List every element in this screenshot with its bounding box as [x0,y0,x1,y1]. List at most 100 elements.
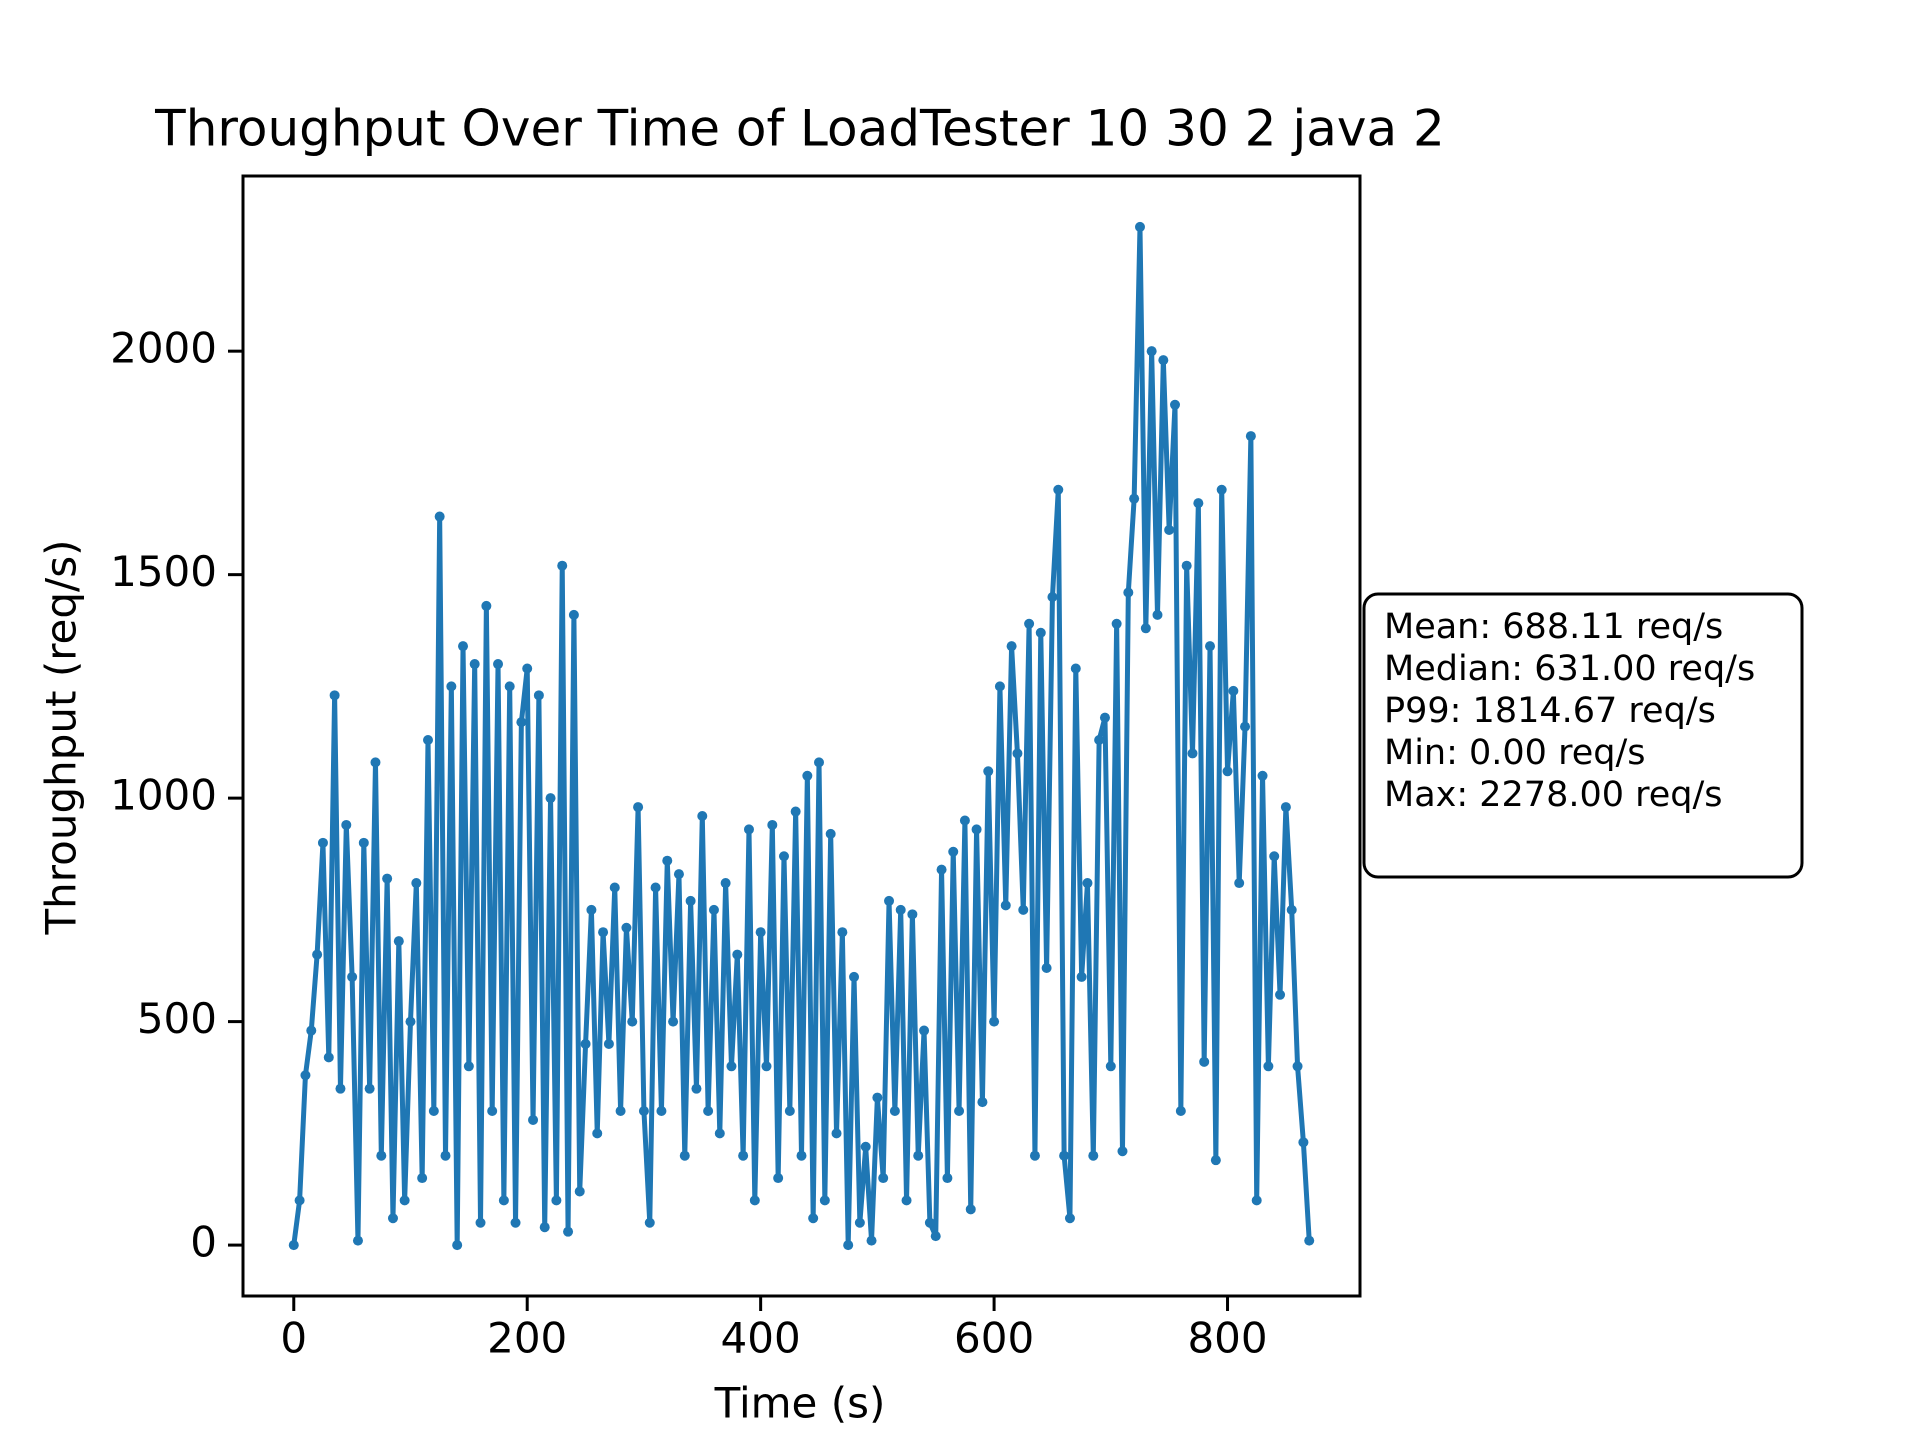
data-point [1275,989,1286,1000]
data-point [615,1106,626,1117]
data-point [1164,524,1175,535]
data-point [545,793,556,804]
data-point [1257,770,1268,781]
data-point [930,1231,941,1242]
data-point [971,824,982,835]
data-point [703,1106,714,1117]
data-point [638,1106,649,1117]
data-point [598,927,609,938]
data-point [294,1195,305,1206]
data-point [633,802,644,813]
data-point [1064,1213,1075,1224]
data-point [440,1150,451,1161]
data-point [1146,346,1157,357]
data-point [732,949,743,960]
data-point [1245,431,1256,442]
data-point [1228,685,1239,696]
data-point [358,837,369,848]
data-point [825,828,836,839]
y-tick-label: 1000 [110,771,217,820]
data-point [399,1195,410,1206]
data-point [1070,663,1081,674]
data-point [954,1106,965,1117]
data-point [434,511,445,522]
data-point [1041,962,1052,973]
data-point [475,1217,486,1228]
data-point [422,735,433,746]
data-point [411,878,422,889]
data-point [1199,1056,1210,1067]
data-point [317,837,328,848]
data-point [814,757,825,768]
data-point [942,1173,953,1184]
data-point [533,690,544,701]
data-point [691,1083,702,1094]
data-point [936,864,947,875]
data-point [352,1235,363,1246]
data-point [796,1150,807,1161]
data-point [685,895,696,906]
data-point [288,1240,299,1251]
data-point [463,1061,474,1072]
data-point [1047,591,1058,602]
data-point [1140,623,1151,634]
data-point [1035,627,1046,638]
data-point [1006,641,1017,652]
data-point [627,1016,638,1027]
data-point [376,1150,387,1161]
data-point [458,641,469,652]
data-point [1158,355,1169,366]
data-point [1088,1150,1099,1161]
data-point [487,1106,498,1117]
data-point [1094,735,1105,746]
data-point [1263,1061,1274,1072]
data-point [586,904,597,915]
data-point [1111,618,1122,629]
data-point [1175,1106,1186,1117]
data-point [551,1195,562,1206]
data-point [452,1240,463,1251]
data-point [644,1217,655,1228]
data-point [790,806,801,817]
data-point [1187,748,1198,759]
data-point [1269,851,1280,862]
data-point [849,971,860,982]
data-point [504,681,515,692]
data-point [1193,498,1204,509]
data-point [528,1114,539,1125]
data-point [895,904,906,915]
data-point [539,1222,550,1233]
data-point [498,1195,509,1206]
data-point [1018,904,1029,915]
data-point [364,1083,375,1094]
data-point [1029,1150,1040,1161]
data-point [1152,609,1163,620]
data-point [755,927,766,938]
data-point [1024,618,1035,629]
data-point [738,1150,749,1161]
stats-line: Median: 631.00 req/s [1384,649,1755,689]
data-point [603,1038,614,1049]
data-point [977,1097,988,1108]
data-point [726,1061,737,1072]
data-point [1117,1146,1128,1157]
data-point [1286,904,1297,915]
data-point [843,1240,854,1251]
data-point [469,659,480,670]
data-point [1082,878,1093,889]
y-axis-label: Throughput (req/s) [37,540,86,936]
data-point [1105,1061,1116,1072]
data-point [1205,641,1216,652]
data-point [370,757,381,768]
data-point [901,1195,912,1206]
data-point [749,1195,760,1206]
data-point [1181,560,1192,571]
data-point [312,949,323,960]
data-point [481,600,492,611]
data-point [907,909,918,920]
y-tick-label: 0 [190,1218,217,1267]
data-point [574,1186,585,1197]
data-point [306,1025,317,1036]
data-point [1012,748,1023,759]
